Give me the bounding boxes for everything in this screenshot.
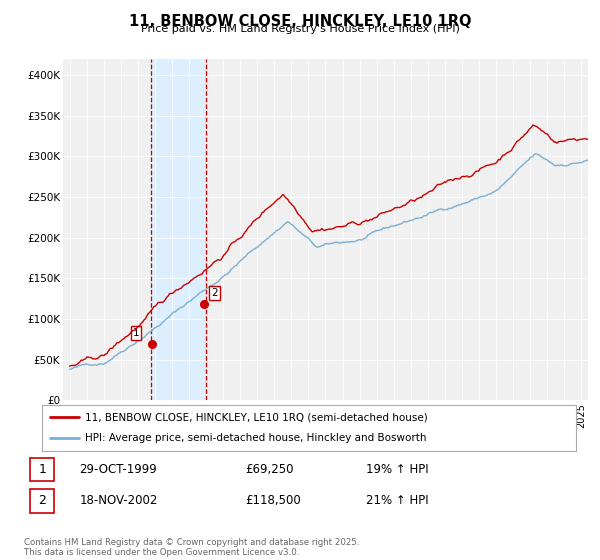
- Text: 1: 1: [133, 328, 139, 338]
- Text: 1: 1: [38, 463, 46, 476]
- Text: 2: 2: [211, 288, 218, 298]
- Text: 29-OCT-1999: 29-OCT-1999: [79, 463, 157, 476]
- Text: £118,500: £118,500: [245, 494, 301, 507]
- Text: Contains HM Land Registry data © Crown copyright and database right 2025.
This d: Contains HM Land Registry data © Crown c…: [24, 538, 359, 557]
- Text: 19% ↑ HPI: 19% ↑ HPI: [366, 463, 429, 476]
- FancyBboxPatch shape: [30, 458, 55, 482]
- Text: 11, BENBOW CLOSE, HINCKLEY, LE10 1RQ: 11, BENBOW CLOSE, HINCKLEY, LE10 1RQ: [129, 14, 471, 29]
- FancyBboxPatch shape: [30, 489, 55, 512]
- Text: £69,250: £69,250: [245, 463, 293, 476]
- Text: Price paid vs. HM Land Registry's House Price Index (HPI): Price paid vs. HM Land Registry's House …: [140, 24, 460, 34]
- Text: HPI: Average price, semi-detached house, Hinckley and Bosworth: HPI: Average price, semi-detached house,…: [85, 433, 426, 444]
- Text: 11, BENBOW CLOSE, HINCKLEY, LE10 1RQ (semi-detached house): 11, BENBOW CLOSE, HINCKLEY, LE10 1RQ (se…: [85, 412, 427, 422]
- Text: 21% ↑ HPI: 21% ↑ HPI: [366, 494, 429, 507]
- Bar: [151, 59, 206, 400]
- Text: 2: 2: [38, 494, 46, 507]
- Text: 18-NOV-2002: 18-NOV-2002: [79, 494, 158, 507]
